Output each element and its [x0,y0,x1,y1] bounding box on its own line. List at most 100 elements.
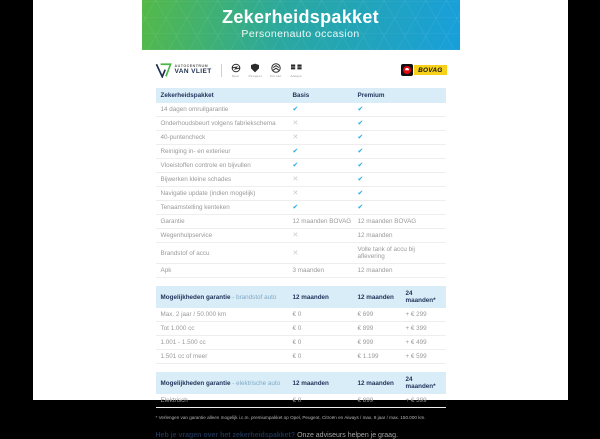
garantie-brandstof-body: Max. 2 jaar / 50.000 km € 0 € 699 + € 299 To… [155,308,446,364]
table-row: Apk 3 maanden 12 maanden [155,264,446,278]
row-value: ✕ [293,190,358,197]
garantie-elektrisch-body: Elektrisch € 0 € 899 + € 399 [155,394,446,408]
check-icon: ✔ [292,148,299,155]
row-value: + € 299 [405,311,427,318]
pakket-table-header: Zekerheidspakket Basis Premium [155,88,446,103]
check-icon: ✔ [357,162,364,169]
column-header: 12 maanden [292,379,329,387]
row-value: ✔ [358,204,441,211]
row-label: Vloeistoffen controle en bijvullen [160,162,251,169]
row-value: € 699 [357,311,374,318]
table-gap [156,278,446,286]
column-header: 24 maanden* [405,376,436,390]
row-value: ✔ [293,106,358,113]
check-icon: ✔ [357,134,364,141]
row-label: Max. 2 jaar / 50.000 km [160,311,227,318]
row-value: € 899 [357,325,374,332]
row-label: Tot 1.000 cc [160,325,195,332]
row-value: 12 maanden [357,267,393,274]
row-value: ✕ [293,232,358,239]
brand-logo-citroen: Citroën [269,62,282,78]
column-header: 12 maanden [357,293,394,301]
row-value: ✔ [293,162,358,169]
row-value: + € 399 [405,325,427,332]
brand-name: Citroën [269,73,282,78]
column-header: 12 maanden [292,293,329,301]
cross-icon: ✕ [292,249,299,257]
column-header-premium: Premium [357,92,385,99]
row-value: Volle tank of accu bij aflevering [357,246,415,260]
table-row: Tot 1.000 cc € 0 € 899 + € 399 [155,322,446,336]
row-value: ✔ [293,148,358,155]
table-row: Max. 2 jaar / 50.000 km € 0 € 699 + € 299 [155,308,446,322]
pakket-table-body: 14 dagen omruilgarantie ✔ ✔ Onderhoudsbeurt… [155,103,446,278]
footnote: * Verlengen van garantie alleen mogelijk… [155,415,426,420]
row-value: € 0 [292,311,302,318]
row-value: ✔ [358,176,441,183]
bovag-label: BOVAG [414,64,447,76]
row-label: Bijwerken kleine schades [160,176,232,183]
check-icon: ✔ [357,176,364,183]
footer-question-answer: Onze adviseurs helpen je graag. [295,431,398,439]
row-value: € 0 [292,397,302,404]
row-value: 12 maanden [357,232,393,239]
row-value: 12 maanden BOVAG [292,218,352,225]
check-icon: ✔ [292,106,299,113]
brand-logo-opel: Opel [231,63,241,78]
check-icon: ✔ [357,120,364,127]
row-value: + € 399 [405,397,427,404]
check-icon: ✔ [357,148,364,155]
document-page: Zekerheidspakket Personenauto occasion A… [33,0,568,439]
column-header: 12 maanden [357,379,394,387]
dealer-name-bottom: VAN VLIET [174,68,212,76]
dealer-name-top: AUTOCENTRUM [174,64,209,69]
row-label: Reiniging in- en exterieur [160,148,231,155]
row-label: Elektrisch [160,397,188,404]
page-subtitle: Personenauto occasion [241,27,360,40]
row-label: 14 dagen omruilgarantie [160,106,229,113]
table-row: 14 dagen omruilgarantie ✔ ✔ [155,103,446,117]
garantie-brandstof-header: Mogelijkheden garantie - brandstof auto … [155,286,446,308]
brand-logo-peugeot: Peugeot [249,63,262,78]
row-value: ✔ [358,148,441,155]
page-title: Zekerheidspakket [222,7,379,27]
table-row: 1.501 cc of meer € 0 € 1.199 + € 599 [155,350,446,364]
table-row: Vloeistoffen controle en bijvullen ✔ ✔ [155,159,446,173]
garantie-elektrisch-header: Mogelijkheden garantie - elektrische aut… [155,372,446,394]
row-label: Onderhoudsbeurt volgens fabriekschema [160,120,276,127]
peugeot-icon [251,63,260,72]
row-value: € 0 [292,353,302,360]
table-row: 40-puntencheck ✕ ✔ [155,131,446,145]
dealer-logo: AUTOCENTRUM VAN VLIET [155,62,212,78]
bovag-icon [401,64,414,76]
table-row: Wegenhulpservice ✕ 12 maanden [155,229,446,243]
row-label: 1.501 cc of meer [160,353,208,360]
row-value: ✕ [293,176,358,183]
comparison-tables: Zekerheidspakket Basis Premium 14 dagen … [155,88,446,408]
row-value: € 999 [357,339,374,346]
check-icon: ✔ [357,204,364,211]
divider [220,63,222,77]
table-row: Onderhoudsbeurt volgens fabriekschema ✕ ✔ [155,117,446,131]
header-banner: Zekerheidspakket Personenauto occasion [141,0,460,50]
cross-icon: ✕ [292,120,299,127]
row-label: 1.001 - 1.500 cc [160,339,206,346]
cross-icon: ✕ [292,232,299,239]
row-label: Wegenhulpservice [160,232,213,239]
row-value: 3 maanden [292,267,325,274]
footer-question: Heb je vragen over het zekerheidspakket?… [156,432,446,439]
table-row: Navigatie update (indien mogelijk) ✕ ✔ [155,187,446,201]
brand-name: Aiways [290,73,302,78]
row-value: + € 499 [405,339,427,346]
table-row: Elektrisch € 0 € 899 + € 399 [155,394,446,408]
row-label: 40-puntencheck [160,134,206,141]
row-value: ✕ [293,250,358,257]
brand-logo-aiways: Aiways [290,63,303,78]
row-value: ✔ [358,106,441,113]
column-header-basis: Basis [292,92,310,99]
table-row: Tenaamstelling kenteken ✔ ✔ [155,201,446,215]
check-icon: ✔ [292,162,299,169]
brand-bar: AUTOCENTRUM VAN VLIET Opel Peugeot [155,59,447,81]
dealer-name: AUTOCENTRUM VAN VLIET [175,64,212,76]
citroen-icon [271,62,281,73]
